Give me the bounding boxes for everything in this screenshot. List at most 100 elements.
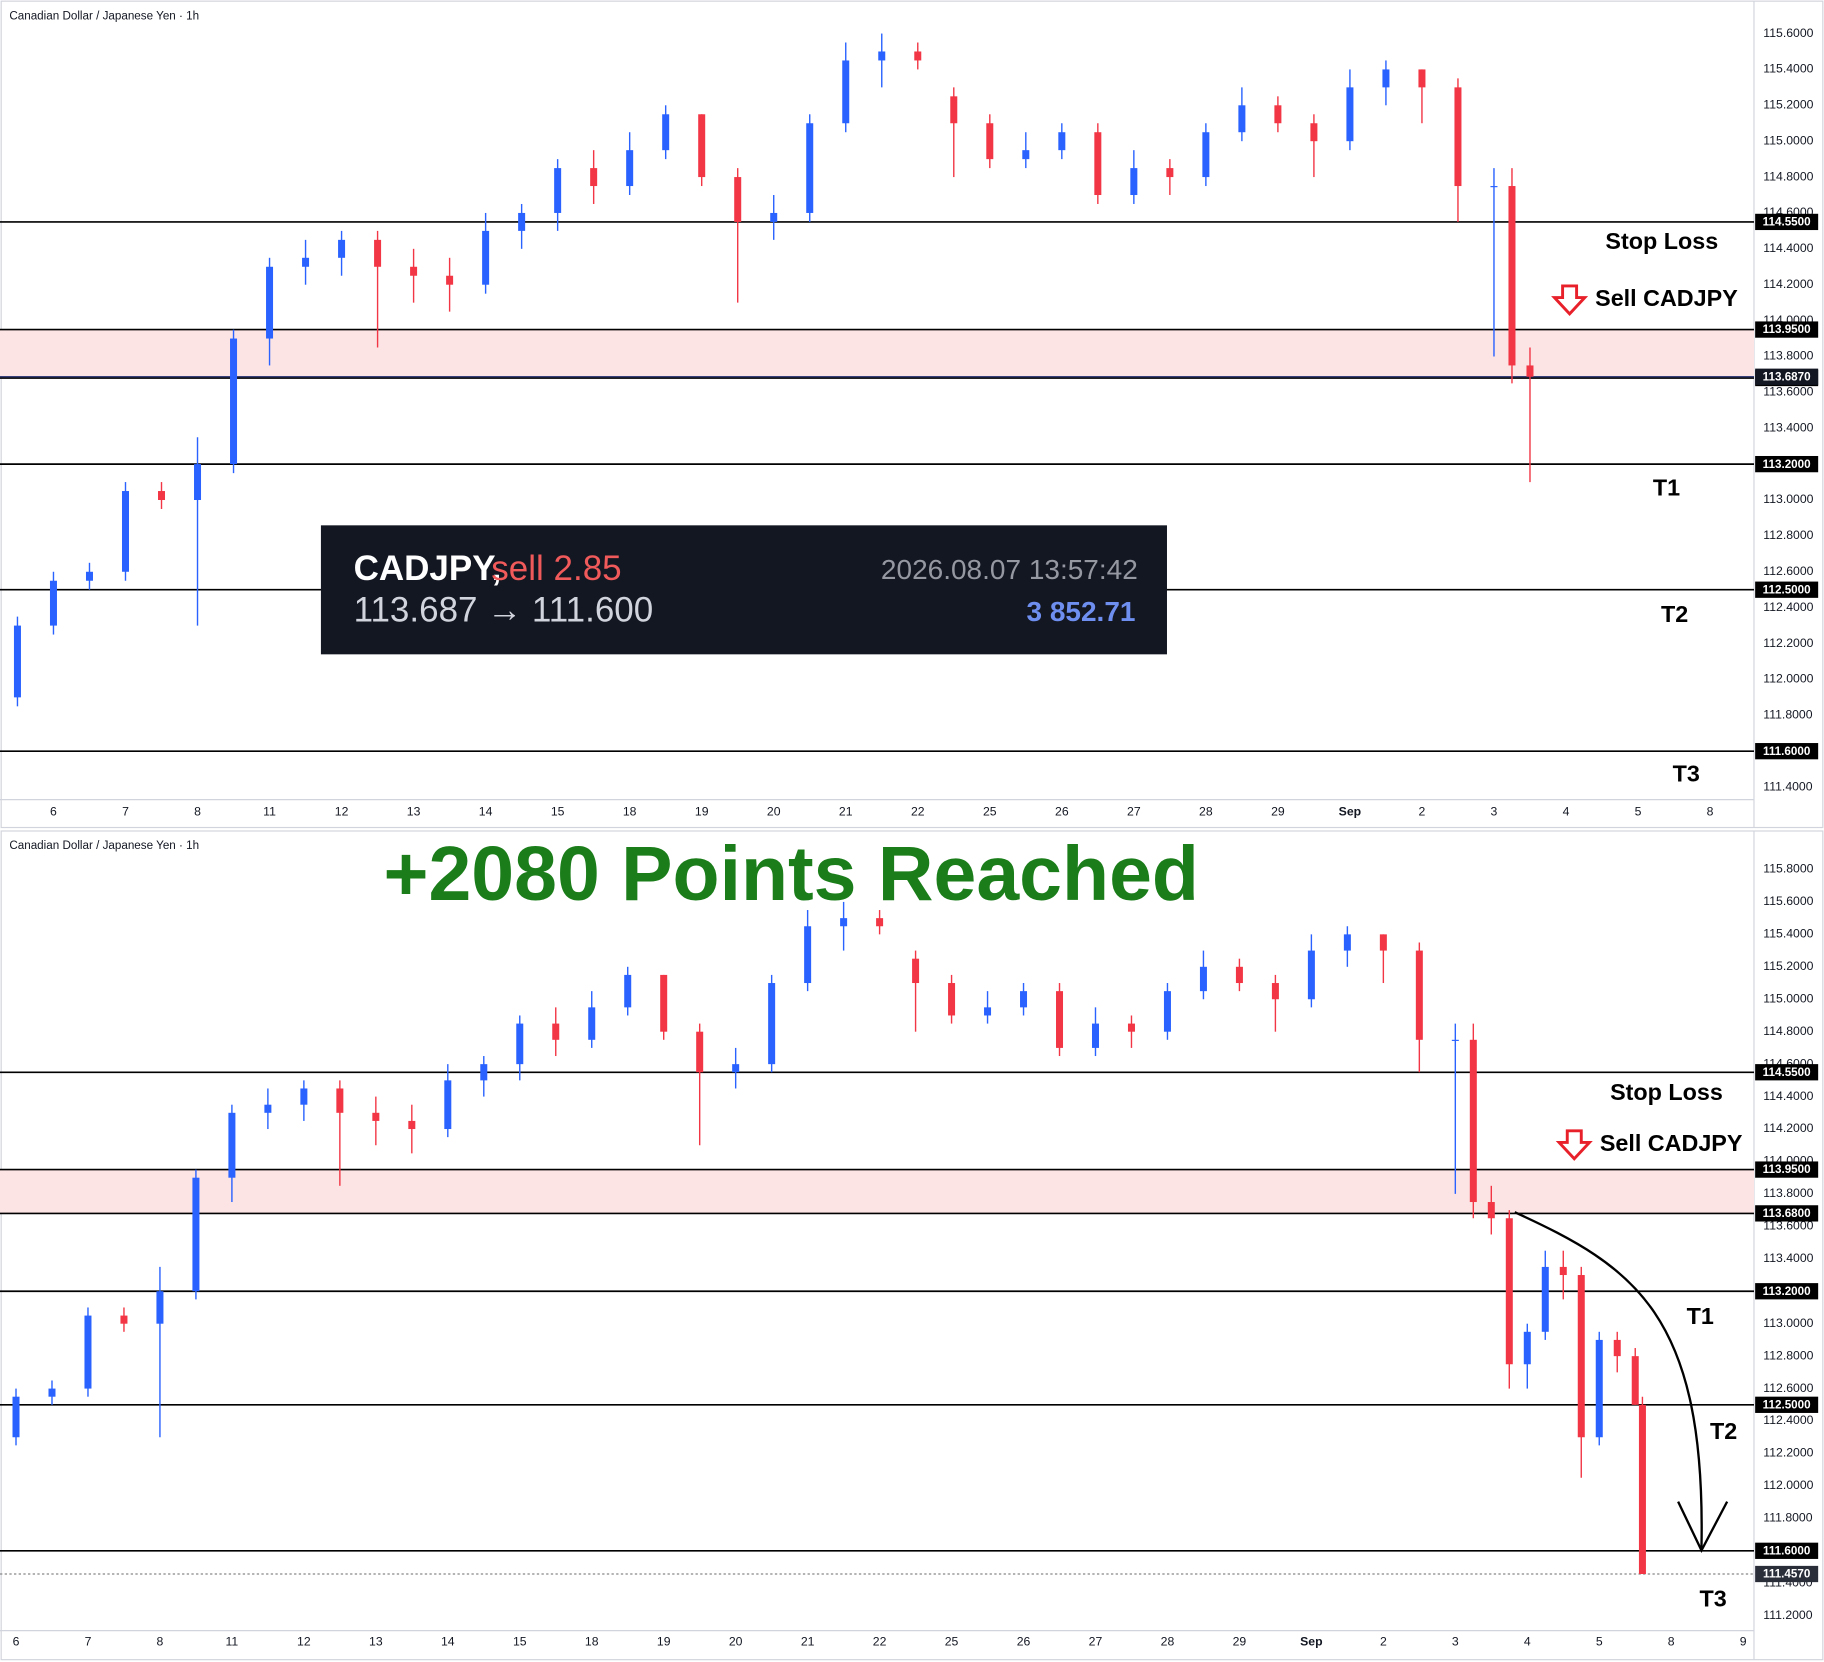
- x-tick-label: 3: [1491, 805, 1498, 819]
- price-label: 112.5000: [1763, 583, 1811, 596]
- candle-body: [624, 974, 632, 1008]
- y-tick-label: 114.4000: [1763, 1089, 1813, 1103]
- candle-body: [1490, 186, 1498, 188]
- x-tick-label: 20: [729, 1634, 743, 1648]
- annotation: T3: [1700, 1586, 1727, 1612]
- projection-arrow-head: [1677, 1501, 1729, 1554]
- projection-arrow: [1514, 1211, 1703, 1549]
- price-label: 111.6000: [1763, 745, 1810, 758]
- y-tick-label: 112.2000: [1763, 636, 1813, 650]
- y-tick-label: 112.0000: [1763, 1478, 1813, 1492]
- candle-body: [1508, 186, 1516, 366]
- price-label: 112.5000: [1763, 1398, 1811, 1411]
- candle-body: [948, 983, 956, 1016]
- candle-body: [1469, 1039, 1477, 1203]
- candle-body: [1418, 69, 1426, 88]
- price-label: 114.5500: [1763, 1066, 1811, 1079]
- price-label-box: [1755, 581, 1819, 598]
- annotation: T2: [1710, 1418, 1737, 1444]
- y-tick-label: 111.8000: [1763, 1511, 1812, 1525]
- candle-body: [1307, 950, 1315, 1000]
- candle-body: [662, 114, 670, 151]
- x-tick-label: Sep: [1300, 1634, 1322, 1648]
- x-tick-label: 26: [1017, 1634, 1031, 1648]
- candle-body: [516, 1023, 524, 1065]
- info-route: 113.687 → 111.600: [354, 591, 654, 630]
- candle-body: [590, 168, 598, 187]
- y-tick-label: 113.6000: [1763, 385, 1813, 399]
- y-tick-label: 115.0000: [1763, 992, 1813, 1006]
- x-tick-label: 28: [1199, 805, 1213, 819]
- x-tick-label: 29: [1271, 805, 1285, 819]
- y-tick-label: 113.4000: [1763, 1251, 1813, 1265]
- price-label-box: [1755, 213, 1819, 231]
- candle-body: [1199, 966, 1207, 992]
- price-label: 113.6870: [1763, 370, 1811, 383]
- candle-body: [1056, 991, 1064, 1048]
- x-tick-label: 27: [1127, 805, 1141, 819]
- x-tick-label: 20: [767, 805, 781, 819]
- info-box: [320, 525, 1167, 655]
- candle-body: [1235, 966, 1243, 984]
- candle-body: [660, 974, 668, 1032]
- entry-zone: [0, 1169, 1754, 1214]
- x-tick-label: 28: [1161, 1634, 1175, 1648]
- candle-body: [230, 338, 238, 465]
- x-tick-label: 8: [194, 805, 201, 819]
- candle-body: [1382, 69, 1390, 88]
- sell-arrow-icon: [1555, 1129, 1593, 1161]
- candle-body: [85, 571, 93, 581]
- x-tick-label: 6: [13, 1634, 20, 1648]
- candle-body: [48, 1388, 56, 1397]
- price-label-box: [1755, 1565, 1819, 1583]
- candle-body: [1379, 934, 1387, 951]
- entry-zone: [0, 329, 1754, 379]
- price-label: 113.2000: [1763, 1285, 1811, 1298]
- y-tick-label: 113.4000: [1763, 420, 1813, 434]
- x-tick-label: 22: [873, 1634, 887, 1648]
- x-tick-label: 21: [801, 1634, 815, 1648]
- x-tick-label: 15: [551, 805, 565, 819]
- x-tick-label: 27: [1089, 1634, 1103, 1648]
- candle-body: [1130, 168, 1138, 196]
- candle-body: [444, 1080, 452, 1130]
- y-tick-label: 112.0000: [1763, 672, 1813, 686]
- headline: +2080 Points Reached: [383, 831, 1198, 917]
- annotation: Sell CADJPY: [1595, 285, 1738, 311]
- candle-body: [806, 123, 814, 213]
- y-tick-label: 115.4000: [1763, 927, 1813, 941]
- y-tick-label: 112.8000: [1763, 1348, 1813, 1362]
- price-label-box: [1755, 1283, 1819, 1300]
- candle-body: [336, 1088, 344, 1113]
- candle-body: [840, 918, 848, 927]
- candle-body: [1022, 150, 1030, 160]
- price-label: 113.9500: [1763, 323, 1811, 336]
- top-panel-border: [0, 0, 1824, 829]
- candle-body: [552, 1023, 560, 1040]
- x-tick-label: 15: [513, 1634, 527, 1648]
- candle-body: [12, 1396, 20, 1438]
- y-tick-label: 115.8000: [1763, 862, 1813, 876]
- x-tick-label: 9: [1740, 1634, 1747, 1648]
- y-tick-label: 115.0000: [1763, 133, 1813, 147]
- y-tick-label: 111.8000: [1763, 708, 1812, 722]
- candle-body: [1523, 1331, 1531, 1365]
- sell-arrow-icon: [1551, 284, 1589, 316]
- y-tick-label: 113.0000: [1763, 492, 1813, 506]
- candle-body: [1595, 1339, 1603, 1438]
- chart-title: Canadian Dollar / Japanese Yen · 1h: [9, 839, 199, 852]
- y-tick-label: 115.6000: [1763, 26, 1813, 40]
- candle-body: [482, 230, 490, 285]
- candle-body: [1346, 87, 1354, 142]
- candle-body: [1020, 991, 1028, 1008]
- y-tick-label: 112.2000: [1763, 1446, 1813, 1460]
- candle-body: [1202, 132, 1210, 178]
- annotation: Sell CADJPY: [1600, 1130, 1743, 1156]
- candle-body: [732, 1064, 740, 1073]
- annotation: Stop Loss: [1605, 228, 1718, 254]
- candle-body: [1166, 168, 1174, 178]
- x-tick-label: Sep: [1339, 805, 1361, 819]
- candle-body: [192, 1177, 200, 1292]
- x-tick-label: 26: [1055, 805, 1069, 819]
- candle-body: [266, 266, 274, 339]
